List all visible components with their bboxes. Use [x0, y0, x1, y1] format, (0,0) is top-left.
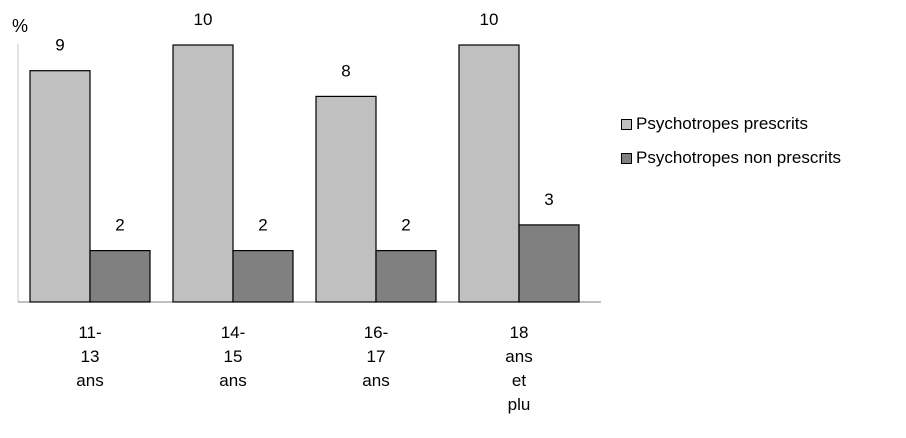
- category-label-3: et: [512, 371, 526, 390]
- bar-non-prescrits-3: [518, 224, 580, 303]
- category-label-0: ans: [76, 371, 103, 390]
- legend-item-prescrits: Psychotropes prescrits: [621, 110, 841, 138]
- y-axis-label: %: [12, 16, 28, 36]
- category-label-1: 14-: [221, 323, 246, 342]
- bar-prescrits-3: [458, 44, 520, 303]
- legend-swatch-non-prescrits: [621, 152, 632, 164]
- bar-non-prescrits-0: [89, 250, 151, 303]
- bar-prescrits-0: [29, 70, 91, 303]
- bar-prescrits-1: [172, 44, 234, 303]
- data-label-prescrits-1: 10: [194, 10, 213, 29]
- category-label-2: 16-: [364, 323, 389, 342]
- data-label-prescrits-3: 10: [480, 10, 499, 29]
- category-label-0: 13: [81, 347, 100, 366]
- data-label-prescrits-0: 9: [55, 36, 64, 55]
- category-label-1: 15: [224, 347, 243, 366]
- legend-label-prescrits: Psychotropes prescrits: [636, 114, 808, 133]
- category-label-3: 18: [510, 323, 529, 342]
- data-label-non-prescrits-0: 2: [115, 216, 124, 235]
- category-label-0: 11-: [78, 323, 101, 342]
- category-label-2: 17: [367, 347, 386, 366]
- data-label-non-prescrits-3: 3: [544, 190, 553, 209]
- legend: Psychotropes prescrits Psychotropes non …: [621, 110, 841, 178]
- data-label-prescrits-2: 8: [341, 61, 350, 80]
- bar-non-prescrits-2: [375, 250, 437, 303]
- category-label-3: plu: [508, 395, 531, 414]
- category-label-2: ans: [362, 371, 389, 390]
- category-label-3: ans: [505, 347, 532, 366]
- data-label-non-prescrits-1: 2: [258, 216, 267, 235]
- legend-item-non-prescrits: Psychotropes non prescrits: [621, 144, 841, 172]
- data-label-non-prescrits-2: 2: [401, 216, 410, 235]
- legend-label-non-prescrits: Psychotropes non prescrits: [636, 148, 842, 167]
- legend-swatch-prescrits: [621, 118, 632, 130]
- category-label-1: ans: [219, 371, 246, 390]
- bar-prescrits-2: [315, 95, 377, 303]
- bar-non-prescrits-1: [232, 250, 294, 303]
